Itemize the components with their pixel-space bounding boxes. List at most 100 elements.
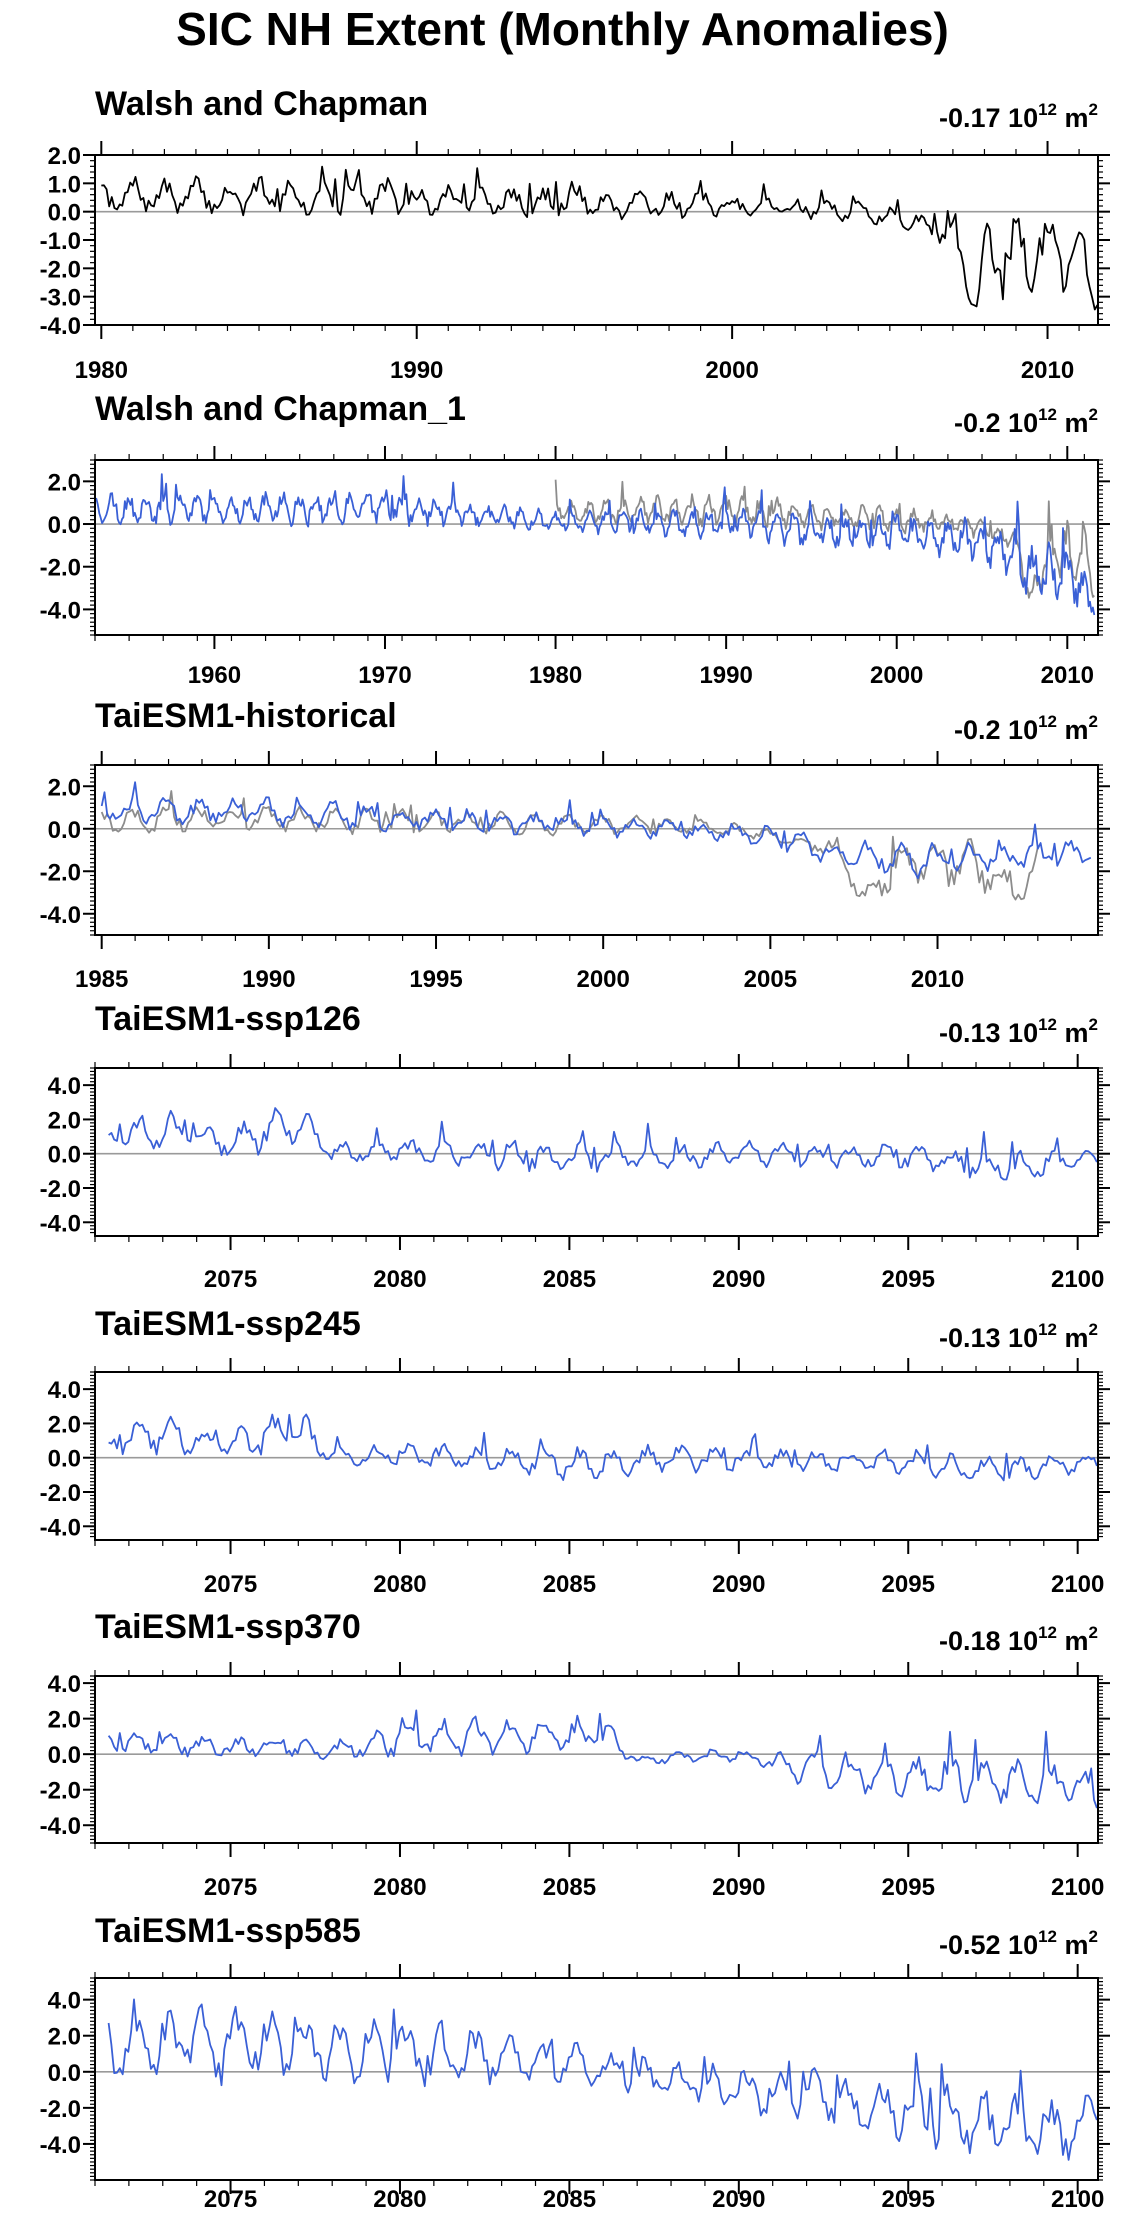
chart-panel-5: TaiESM1-ssp245 -0.13 1012 m2 4.0 2.0 0.0 -2.0…: [40, 1305, 1110, 1598]
plot-frame: [94, 1067, 1099, 1237]
y-tick-label: -4.0: [40, 597, 81, 624]
plot-frame: [94, 1371, 1099, 1541]
series-line-model: [107, 1998, 1098, 2161]
panel-title: TaiESM1-historical: [95, 697, 397, 735]
y-tick-label: 0.0: [48, 817, 81, 844]
x-tick-label: 2085: [543, 2186, 596, 2213]
y-tick-label: -2.0: [40, 555, 81, 582]
y-tick-label: 2.0: [48, 143, 81, 170]
panel-title: Walsh and Chapman_1: [95, 390, 466, 428]
x-tick-label: 2090: [712, 1571, 765, 1598]
x-tick-label: 2080: [373, 1571, 426, 1598]
plot-frame: [94, 764, 1099, 936]
y-tick-label: 4.0: [48, 1671, 81, 1698]
x-tick-label: 1995: [409, 966, 462, 993]
y-tick-label: 2.0: [48, 1707, 81, 1734]
y-tick-label: 0.0: [48, 512, 81, 539]
x-tick-label: 2000: [576, 966, 629, 993]
x-tick-label: 2095: [882, 1266, 935, 1293]
panel-title: TaiESM1-ssp585: [95, 1912, 361, 1950]
x-tick-label: 2005: [744, 966, 797, 993]
y-tick-label: -3.0: [40, 285, 81, 312]
x-tick-label: 2100: [1051, 1266, 1104, 1293]
x-tick-label: 2085: [543, 1571, 596, 1598]
y-tick-label: 4.0: [48, 1073, 81, 1100]
y-tick-label: 1.0: [48, 171, 81, 198]
y-tick-label: 2.0: [48, 774, 81, 801]
x-tick-label: 1990: [699, 662, 752, 689]
x-tick-label: 2095: [882, 1571, 935, 1598]
y-tick-label: -4.0: [40, 2132, 81, 2159]
y-tick-label: 2.0: [48, 1411, 81, 1438]
y-tick-label: 0.0: [48, 1142, 81, 1169]
x-tick-label: 2100: [1051, 1571, 1104, 1598]
x-tick-label: 1990: [390, 357, 443, 384]
x-tick-label: 2095: [882, 1874, 935, 1901]
series-line-model: [108, 1107, 1098, 1181]
series-line-obs_overlay: [554, 479, 1095, 599]
trend-label: -0.2 1012 m2: [954, 712, 1098, 745]
y-tick-label: -4.0: [40, 902, 81, 929]
x-tick-label: 1970: [358, 662, 411, 689]
chart-panel-4: TaiESM1-ssp126 -0.13 1012 m2 4.0 2.0 0.0 -2.0…: [40, 1000, 1110, 1293]
trend-label: -0.13 1012 m2: [939, 1320, 1098, 1353]
x-tick-label: 1985: [75, 966, 128, 993]
x-tick-label: 2100: [1051, 2186, 1104, 2213]
series-line-model: [108, 1413, 1098, 1482]
y-tick-label: -2.0: [40, 1176, 81, 1203]
chart-panel-1: Walsh and Chapman -0.17 1012 m22.01.00.0-…: [40, 85, 1110, 384]
trend-label: -0.2 1012 m2: [954, 405, 1098, 438]
chart-panel-3: TaiESM1-historical -0.2 1012 m2 2.0 0.0 -2.0…: [40, 697, 1110, 993]
panel-title: TaiESM1-ssp126: [95, 1000, 361, 1038]
trend-label: -0.17 1012 m2: [939, 100, 1098, 133]
series-line-obs_overlay: [100, 790, 1039, 901]
x-tick-label: 2000: [705, 357, 758, 384]
y-tick-label: 2.0: [48, 2024, 81, 2051]
series-line-obs: [101, 165, 1099, 311]
y-tick-label: -4.0: [40, 1813, 81, 1840]
x-tick-label: 1980: [75, 357, 128, 384]
x-tick-label: 2075: [204, 1266, 257, 1293]
y-tick-label: -2.0: [40, 1778, 81, 1805]
y-tick-label: -1.0: [40, 228, 81, 255]
figure-title: SIC NH Extent (Monthly Anomalies): [176, 3, 949, 55]
series-line-model: [100, 781, 1092, 880]
x-tick-label: 2080: [373, 1874, 426, 1901]
x-tick-label: 2075: [204, 1571, 257, 1598]
y-tick-label: -2.0: [40, 859, 81, 886]
chart-panel-6: TaiESM1-ssp370 -0.18 1012 m2 4.0 2.0 0.0 -2.0…: [40, 1608, 1110, 1901]
x-tick-label: 2080: [373, 2186, 426, 2213]
x-tick-label: 2080: [373, 1266, 426, 1293]
x-tick-label: 1960: [188, 662, 241, 689]
plot-frame: [94, 154, 1099, 326]
panel-title: TaiESM1-ssp370: [95, 1608, 361, 1646]
trend-label: -0.52 1012 m2: [939, 1927, 1098, 1960]
x-tick-label: 2100: [1051, 1874, 1104, 1901]
x-tick-label: 2075: [204, 2186, 257, 2213]
series-line-model: [94, 473, 1096, 616]
y-tick-label: 4.0: [48, 1988, 81, 2015]
x-tick-label: 2085: [543, 1874, 596, 1901]
y-tick-label: -2.0: [40, 1480, 81, 1507]
y-tick-label: 0.0: [48, 2060, 81, 2087]
y-tick-label: 4.0: [48, 1377, 81, 1404]
y-tick-label: -2.0: [40, 256, 81, 283]
y-tick-label: 2.0: [48, 1107, 81, 1134]
x-tick-label: 2095: [882, 2186, 935, 2213]
y-tick-label: 0.0: [48, 1446, 81, 1473]
y-tick-label: 2.0: [48, 469, 81, 496]
plot-frame: [94, 459, 1099, 636]
y-tick-label: 0.0: [48, 200, 81, 227]
plot-frame: [94, 1977, 1099, 2181]
y-tick-label: -4.0: [40, 1210, 81, 1237]
x-tick-label: 2010: [911, 966, 964, 993]
x-tick-label: 1980: [529, 662, 582, 689]
y-tick-label: -4.0: [40, 1514, 81, 1541]
x-tick-label: 2090: [712, 1266, 765, 1293]
x-tick-label: 2010: [1041, 662, 1094, 689]
y-tick-label: 0.0: [48, 1742, 81, 1769]
trend-label: -0.18 1012 m2: [939, 1623, 1098, 1656]
chart-panel-7: TaiESM1-ssp585 -0.52 1012 m2 4.0 2.0 0.0 -2.0…: [40, 1912, 1110, 2213]
x-tick-label: 2090: [712, 2186, 765, 2213]
